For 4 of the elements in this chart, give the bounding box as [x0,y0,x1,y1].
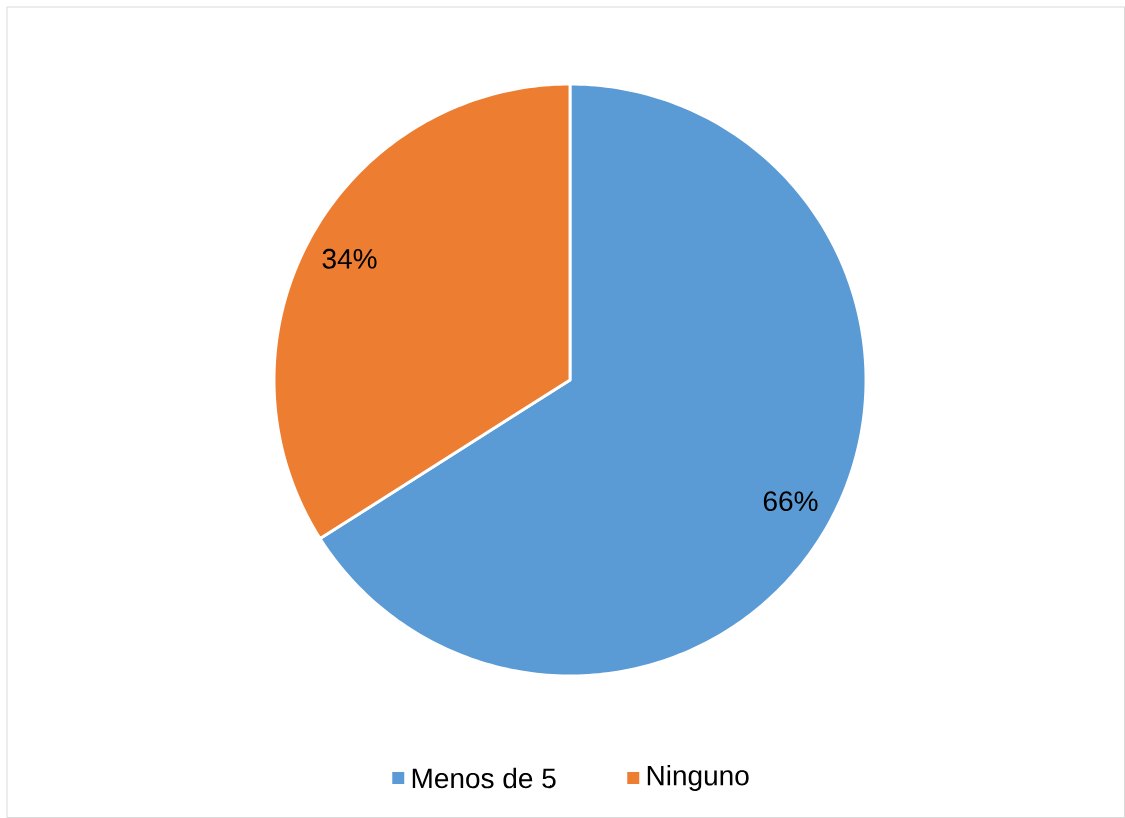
legend-label: Ninguno [647,764,749,792]
legend-label: Menos de 5 [412,767,556,789]
data-label: 34% [322,248,377,269]
data-label: 66% [763,491,818,512]
